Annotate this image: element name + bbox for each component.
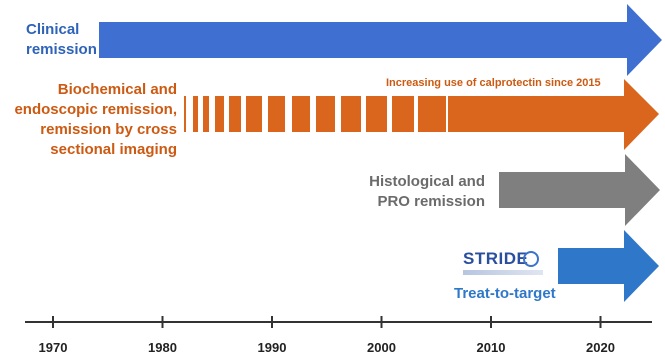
stride-arrow: [558, 230, 659, 302]
year-label-1980: 1980: [148, 340, 177, 355]
dash-segment: [292, 96, 310, 132]
dash-segment: [203, 96, 209, 132]
calprotectin-annotation: Increasing use of calprotectin since 201…: [386, 77, 601, 89]
dash-segment: [268, 96, 285, 132]
biochemical-remission-label: Biochemical and endoscopic remission, re…: [14, 80, 177, 160]
solid-segment: [448, 96, 624, 132]
year-label-2000: 2000: [367, 340, 396, 355]
year-label-2010: 2010: [477, 340, 506, 355]
year-label-1970: 1970: [39, 340, 68, 355]
year-label-1990: 1990: [258, 340, 287, 355]
year-axis: 1970 1980 1990 2000 2010 2020: [25, 316, 652, 355]
dash-segment: [215, 96, 224, 132]
dashed-start-segments: [184, 96, 446, 132]
year-label-2020: 2020: [586, 340, 615, 355]
biochemical-label-line1: Biochemical and: [57, 81, 177, 98]
histological-remission-label: Histological and PRO remission: [369, 172, 485, 212]
histological-label-line2: PRO remission: [377, 193, 485, 210]
stride-seal-icon: [523, 251, 539, 267]
clinical-remission-arrow: [99, 4, 662, 76]
biochemical-label-line3: remission by cross: [40, 121, 177, 138]
arrow-head: [624, 79, 659, 150]
dash-segment: [418, 96, 446, 132]
dash-segment: [193, 96, 198, 132]
stride-tagline-mark: [463, 270, 543, 275]
dash-segment: [392, 96, 414, 132]
biochemical-label-line4: sectional imaging: [50, 141, 177, 158]
histological-label-line1: Histological and: [369, 173, 485, 190]
dash-segment: [246, 96, 262, 132]
stride-logo: STRIDE: [463, 249, 558, 283]
dash-segment: [316, 96, 335, 132]
stride-logo-text: STRIDE: [463, 249, 529, 268]
clinical-remission-label: Clinical remission: [26, 20, 97, 60]
dash-segment: [366, 96, 387, 132]
biochemical-label-line2: endoscopic remission,: [14, 101, 177, 118]
clinical-label-line1: Clinical: [26, 21, 80, 38]
clinical-label-line2: remission: [26, 41, 97, 58]
treat-to-target-label: Treat-to-target: [454, 285, 556, 302]
dash-segment: [184, 96, 186, 132]
histological-remission-arrow: [499, 154, 660, 226]
dash-segment: [229, 96, 241, 132]
biochemical-remission-arrow: [184, 79, 659, 150]
dash-segment: [341, 96, 361, 132]
